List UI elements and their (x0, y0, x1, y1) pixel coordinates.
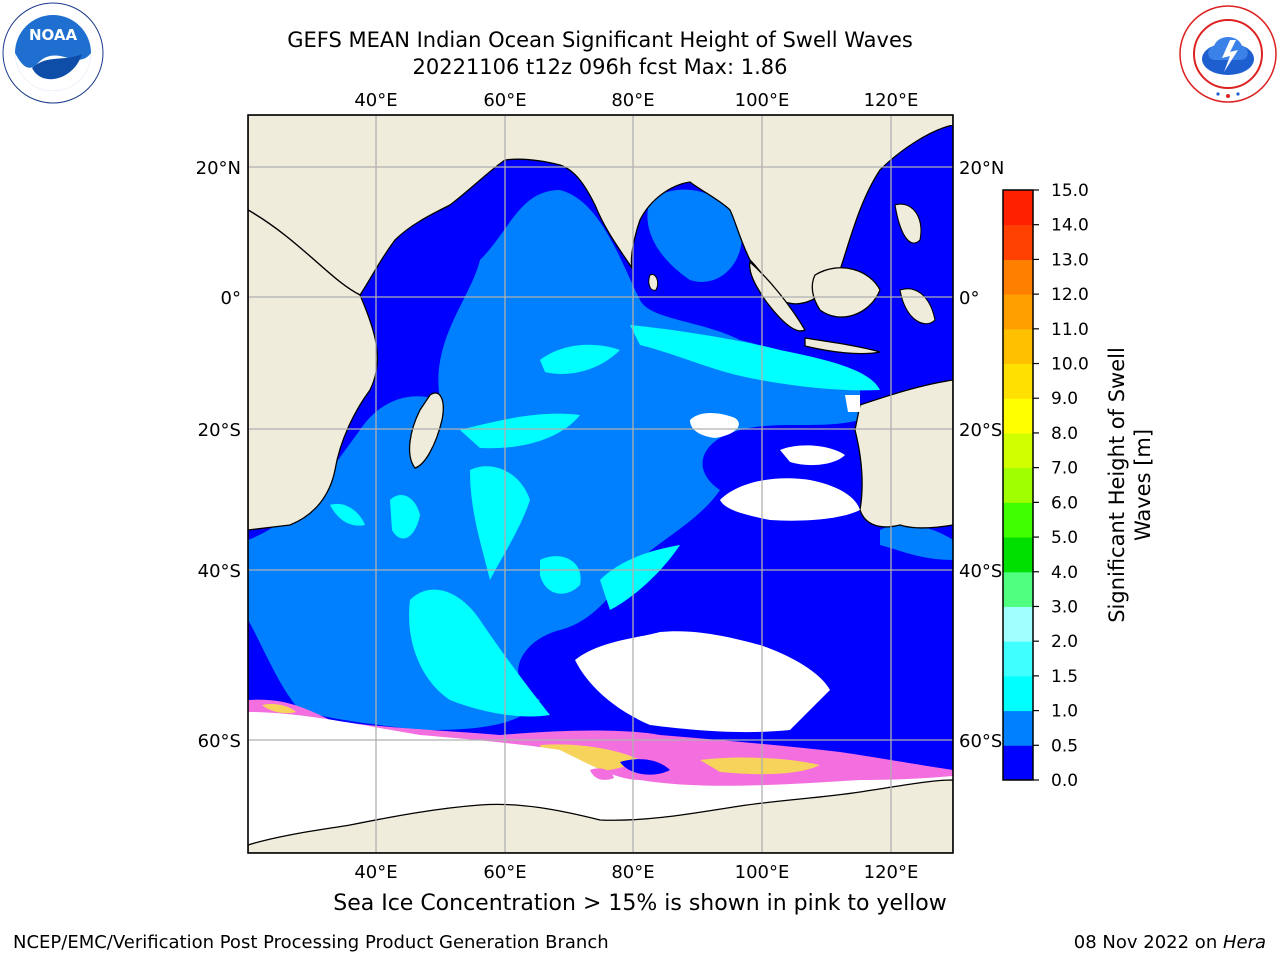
footer-branch: NCEP/EMC/Verification Post Processing Pr… (13, 932, 609, 953)
colorbar-tick-label: 3.0 (1051, 597, 1078, 617)
lat-tick-left-20s: 20°S (198, 420, 241, 441)
lon-tick-bottom-40: 40°E (354, 862, 397, 883)
lon-tick-bottom-120: 120°E (864, 862, 919, 883)
colorbar-tick-label: 6.0 (1051, 493, 1078, 513)
nws-logo (1179, 5, 1277, 103)
colorbar-cell (1003, 571, 1033, 607)
land-australia (854, 379, 953, 529)
colorbar-cell (1003, 398, 1033, 434)
colorbar-cell (1003, 224, 1033, 260)
lon-tick-bottom-80: 80°E (611, 862, 654, 883)
lon-tick-bottom-100: 100°E (735, 862, 790, 883)
lat-tick-left-60s: 60°S (198, 731, 241, 752)
colorbar-cell (1003, 363, 1033, 399)
colorbar-tick-label: 11.0 (1051, 320, 1089, 340)
map-frame (247, 114, 954, 854)
colorbar-cell (1003, 502, 1033, 538)
lon-tick-top-120: 120°E (864, 90, 919, 111)
colorbar-label-line2: Waves [m] (1131, 428, 1155, 542)
lat-tick-left-20n: 20°N (196, 158, 241, 179)
land-africa (248, 209, 379, 531)
lat-tick-left-0: 0° (221, 288, 241, 309)
colorbar-cell (1003, 745, 1033, 781)
lat-tick-right-20s: 20°S (959, 420, 1002, 441)
lat-tick-right-20n: 20°N (959, 158, 1004, 179)
land-madagascar (408, 392, 444, 469)
colorbar-cell (1003, 467, 1033, 503)
colorbar-tick-label: 13.0 (1051, 250, 1089, 270)
swell-band-0.5-1.0 (248, 190, 860, 730)
colorbar-cell (1003, 710, 1033, 746)
colorbar-tick-label: 8.0 (1051, 424, 1078, 444)
swell-band-1.0-1.5 (630, 325, 880, 391)
sea-ice-note: Sea Ice Concentration > 15% is shown in … (333, 891, 947, 916)
colorbar-cell (1003, 675, 1033, 712)
colorbar-tick-label: 15.0 (1051, 181, 1089, 201)
lat-tick-right-60s: 60°S (959, 731, 1002, 752)
colorbar-tick-label: 14.0 (1051, 216, 1089, 236)
colorbar-tick-label: 12.0 (1051, 285, 1089, 305)
colorbar-cell (1003, 641, 1033, 677)
colorbar-tick-label: 7.0 (1051, 459, 1078, 479)
lon-tick-top-100: 100°E (735, 90, 790, 111)
footer-date-text: 08 Nov 2022 on (1073, 932, 1223, 953)
lat-tick-right-40s: 40°S (959, 561, 1002, 582)
colorbar-frame (1002, 189, 1034, 781)
colorbar-tick-label: 1.0 (1051, 702, 1078, 722)
colorbar-tick-label: 4.0 (1051, 563, 1078, 583)
colorbar-cell (1003, 432, 1033, 469)
colorbar-tick-label: 0.0 (1051, 771, 1078, 791)
lat-tick-right-0: 0° (959, 288, 979, 309)
noaa-logo-text: NOAA (29, 26, 78, 44)
graticule (248, 115, 953, 853)
lon-tick-bottom-60: 60°E (483, 862, 526, 883)
colorbar-tick-label: 2.0 (1051, 632, 1078, 652)
footer-host: Hera (1222, 932, 1266, 953)
noaa-logo: NOAA (2, 2, 104, 104)
lon-tick-top-80: 80°E (611, 90, 654, 111)
colorbar-cell (1003, 190, 1033, 226)
colorbar-tick-label: 0.5 (1051, 736, 1078, 756)
map-subtitle-forecast: 20221106 t12z 096h fcst Max: 1.86 (412, 55, 788, 79)
colorbar-cell (1003, 259, 1033, 295)
colorbar-cell (1003, 328, 1033, 365)
colorbar-tick-label: 9.0 (1051, 389, 1078, 409)
colorbar-cell (1003, 294, 1033, 330)
land-antarctica (248, 779, 953, 853)
colorbar-cell (1003, 606, 1033, 642)
footer-date: 08 Nov 2022 on Hera (1074, 932, 1266, 953)
lon-tick-top-60: 60°E (483, 90, 526, 111)
map-title: GEFS MEAN Indian Ocean Significant Heigh… (287, 28, 913, 52)
no-data-region (575, 631, 830, 733)
colorbar-label-line1: Significant Height of Swell (1105, 347, 1129, 623)
colorbar-tick-label: 10.0 (1051, 355, 1089, 375)
lat-tick-left-40s: 40°S (198, 561, 241, 582)
colorbar-tick-label: 5.0 (1051, 528, 1078, 548)
colorbar-tick-label: 1.5 (1051, 667, 1078, 687)
colorbar-cell (1003, 537, 1033, 573)
lon-tick-top-40: 40°E (354, 90, 397, 111)
